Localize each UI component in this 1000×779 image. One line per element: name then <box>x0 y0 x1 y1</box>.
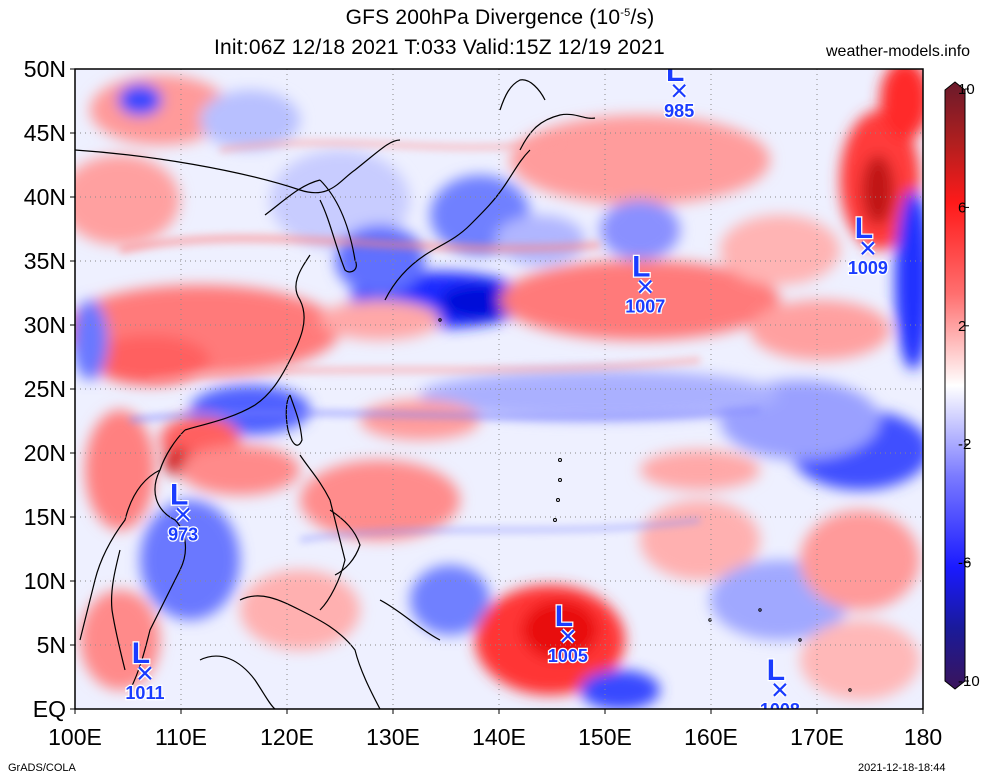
lon-tick-label: 170E <box>790 724 844 750</box>
lat-tick-label: 30N <box>24 312 66 338</box>
lon-tick-label: 140E <box>472 724 526 750</box>
low-center-mark <box>861 241 875 255</box>
colorbar-labels: 10 6 2 -2 -6 -10 <box>958 81 980 690</box>
divergence-blobs <box>75 69 923 709</box>
title-exponent: -5 <box>620 7 631 19</box>
colorbar-label: -10 <box>958 673 980 690</box>
colorbar-label: 6 <box>958 199 966 216</box>
low-pressure-center: L 1007 <box>624 249 667 318</box>
low-pressure-center: L 1005 <box>547 599 590 668</box>
low-symbol: L <box>855 212 873 245</box>
lat-tick-label: 45N <box>24 120 66 146</box>
lat-tick-label: 25N <box>24 376 66 402</box>
colorbar-label: 2 <box>958 318 966 335</box>
brand-label: weather-models.info <box>826 43 971 60</box>
lon-tick-label: 110E <box>155 724 207 750</box>
low-center-mark <box>773 683 787 697</box>
low-symbol: L <box>666 55 684 88</box>
low-pressure-center: L 973 <box>167 477 200 546</box>
lat-tick-label: 50N <box>24 56 66 82</box>
grid-lines <box>75 69 923 709</box>
coastlines <box>75 79 596 709</box>
low-symbol: L <box>555 600 573 633</box>
title-prefix: GFS 200hPa Divergence (10 <box>345 6 621 29</box>
credit-label: GrADS/COLA <box>8 762 76 774</box>
lon-tick-label: 120E <box>260 724 314 750</box>
map-subtitle: Init:06Z 12/18 2021 T:033 Valid:15Z 12/1… <box>214 36 665 59</box>
colorbar-scale <box>944 81 966 690</box>
low-pressure-value: 973 <box>168 524 198 544</box>
low-symbol: L <box>767 654 785 687</box>
low-pressure-center: L 1008 <box>759 653 802 720</box>
lon-tick-label: 160E <box>684 724 738 750</box>
low-pressure-center: L 1011 <box>124 636 166 705</box>
map-axes: 100E 110E 120E 130E 140E 150E 160E 170E 180 EQ 5N 1… <box>24 56 942 750</box>
low-center-mark <box>561 629 575 643</box>
low-pressure-center: L 1009 <box>847 211 890 280</box>
low-pressure-value: 1007 <box>625 297 665 317</box>
lat-tick-label: EQ <box>33 696 66 722</box>
low-center-mark <box>176 507 190 522</box>
low-pressure-value: 1008 <box>760 700 800 720</box>
low-symbol: L <box>632 251 650 284</box>
low-symbol: L <box>132 637 150 670</box>
colorbar-label: 10 <box>958 81 975 98</box>
lat-tick-label: 10N <box>24 568 66 594</box>
title-suffix: /s) <box>630 6 655 29</box>
low-center-mark <box>672 83 686 98</box>
lon-tick-label: 150E <box>578 724 632 750</box>
lat-tick-label: 5N <box>37 632 66 658</box>
divergence-streaks <box>119 137 761 543</box>
colorbar <box>944 81 966 690</box>
low-pressure-value: 1011 <box>125 683 164 703</box>
low-center-mark <box>138 666 152 680</box>
divergence-field: L 985 L 1007 L 1009 L 973 L 1005 L 1011 L 1008 <box>75 55 923 720</box>
lon-tick-label: 180 <box>904 724 942 750</box>
low-center-mark <box>638 279 653 294</box>
lat-tick-label: 40N <box>24 184 66 210</box>
low-pressure-value: 1009 <box>848 258 888 278</box>
lat-tick-label: 15N <box>24 504 66 530</box>
small-islands <box>438 318 852 692</box>
timestamp-label: 2021-12-18-18:44 <box>858 762 946 774</box>
low-symbol: L <box>170 478 188 511</box>
lon-tick-label: 130E <box>366 724 420 750</box>
low-pressure-value: 985 <box>664 101 694 121</box>
lat-tick-label: 35N <box>24 248 66 274</box>
low-pressure-value: 1005 <box>548 646 588 666</box>
low-pressure-markers: L 985 L 1007 L 1009 L 973 L 1005 L 1011 L 1008 <box>124 55 890 720</box>
map-title: GFS 200hPa Divergence (10-5/s) <box>0 6 1000 30</box>
lat-tick-label: 20N <box>24 440 66 466</box>
colorbar-label: -2 <box>958 436 971 453</box>
low-pressure-center: L 985 <box>663 55 696 122</box>
colorbar-label: -6 <box>958 555 971 572</box>
lon-tick-label: 100E <box>48 724 102 750</box>
